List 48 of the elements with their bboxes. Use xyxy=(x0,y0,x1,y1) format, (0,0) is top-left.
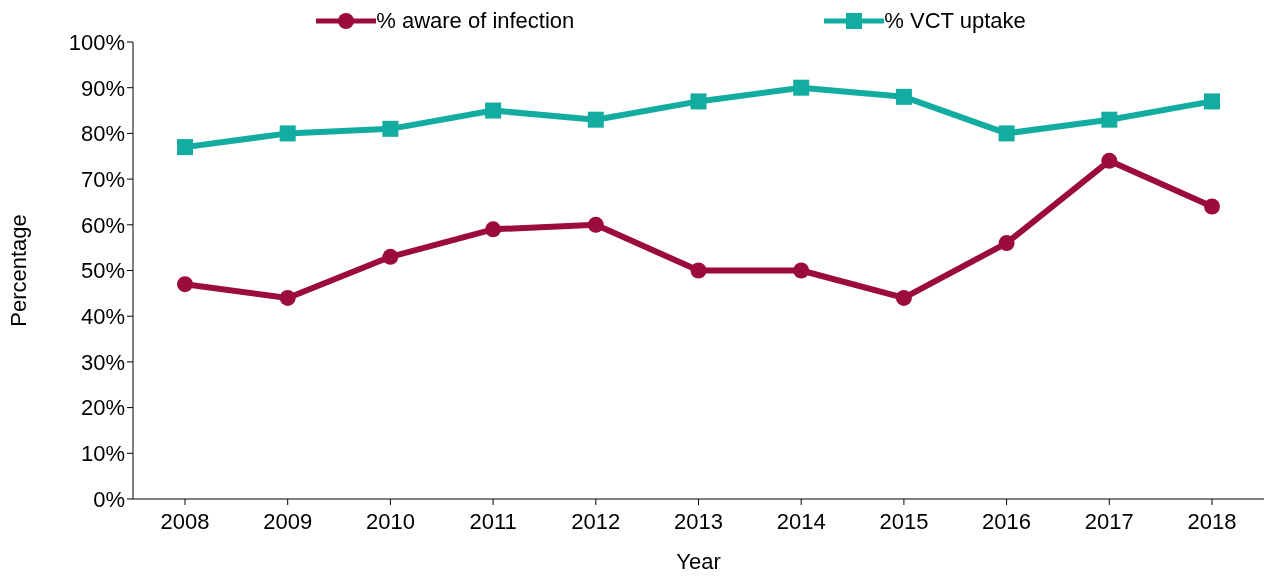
x-tick-label: 2013 xyxy=(674,508,723,534)
y-tick-label: 80% xyxy=(80,121,125,147)
x-tick-label: 2009 xyxy=(263,508,313,534)
y-tick-label: 30% xyxy=(80,349,125,375)
point xyxy=(587,216,604,233)
point xyxy=(690,262,707,279)
x-tick-label: 2016 xyxy=(982,508,1032,534)
y-tick-label: 0% xyxy=(93,486,125,512)
point xyxy=(1204,93,1220,110)
point xyxy=(1204,198,1220,215)
y-tick-label: 40% xyxy=(80,304,125,330)
point xyxy=(998,235,1015,252)
y-tick-label: 70% xyxy=(80,166,125,192)
legend-label: % aware of infection xyxy=(376,8,575,34)
x-tick-label: 2018 xyxy=(1187,508,1237,534)
point xyxy=(177,276,193,293)
x-tick-label: 2014 xyxy=(776,508,826,534)
y-tick-label: 90% xyxy=(80,75,125,101)
point xyxy=(793,262,810,279)
point xyxy=(1101,152,1118,169)
point xyxy=(485,221,502,238)
point xyxy=(895,88,912,105)
point xyxy=(279,125,296,142)
point xyxy=(793,79,810,96)
x-tick-label: 2012 xyxy=(571,508,621,534)
y-tick-label: 60% xyxy=(80,212,125,238)
point xyxy=(690,93,707,110)
y-tick-label: 20% xyxy=(80,395,125,421)
point xyxy=(998,125,1015,142)
point xyxy=(382,248,399,265)
point xyxy=(485,102,502,119)
y-tick-label: 50% xyxy=(80,258,125,284)
point xyxy=(279,289,296,306)
point xyxy=(177,139,193,156)
y-axis-title: Percentage xyxy=(5,214,31,327)
y-tick-label: 10% xyxy=(80,441,125,467)
point xyxy=(1101,111,1118,128)
x-tick-label: 2010 xyxy=(365,508,415,534)
point xyxy=(587,111,604,128)
x-tick-label: 2011 xyxy=(469,508,517,534)
point xyxy=(382,120,399,137)
legend-label: % VCT uptake xyxy=(884,8,1026,34)
x-axis-title: Year xyxy=(676,549,721,574)
y-tick-label: 100% xyxy=(68,29,125,55)
x-tick-label: 2008 xyxy=(160,508,210,534)
x-tick-label: 2017 xyxy=(1084,508,1134,534)
point xyxy=(895,289,912,306)
x-tick-label: 2015 xyxy=(879,508,929,534)
